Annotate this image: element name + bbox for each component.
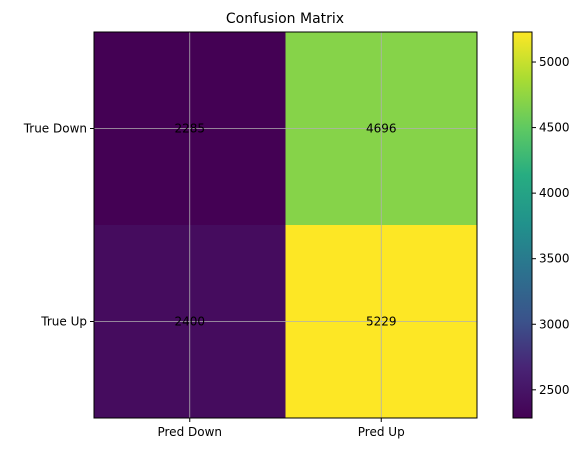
colorbar-axis: 2500 3000 3500 4000 4500 5000 — [532, 55, 570, 397]
colorbar-tick-label: 2500 — [539, 383, 570, 397]
cell-value-label: 4696 — [366, 122, 397, 136]
colorbar-tick-label: 3000 — [539, 317, 570, 331]
colorbar-tick-label: 3500 — [539, 252, 570, 266]
cell-value-label: 2285 — [174, 122, 205, 136]
plot-frame — [93, 31, 478, 419]
x-axis: Pred Down Pred Up — [157, 418, 405, 439]
y-tick-label: True Up — [40, 315, 87, 329]
heatmap-cells — [94, 32, 477, 418]
x-tick-label: Pred Up — [358, 425, 405, 439]
x-tick-label: Pred Down — [157, 425, 222, 439]
cell-value-labels: 2285 4696 2400 5229 — [174, 122, 396, 329]
cell-value-label: 2400 — [174, 315, 205, 329]
grid-lines — [94, 32, 477, 418]
y-axis: True Down True Up — [23, 122, 94, 329]
colorbar-tick-label: 4000 — [539, 186, 570, 200]
colorbar-tick-label: 5000 — [539, 55, 570, 69]
chart-title: Confusion Matrix — [226, 11, 344, 27]
colorbar — [512, 31, 533, 419]
cell-value-label: 5229 — [366, 315, 397, 329]
y-tick-label: True Down — [23, 122, 87, 136]
colorbar-tick-label: 4500 — [539, 121, 570, 135]
